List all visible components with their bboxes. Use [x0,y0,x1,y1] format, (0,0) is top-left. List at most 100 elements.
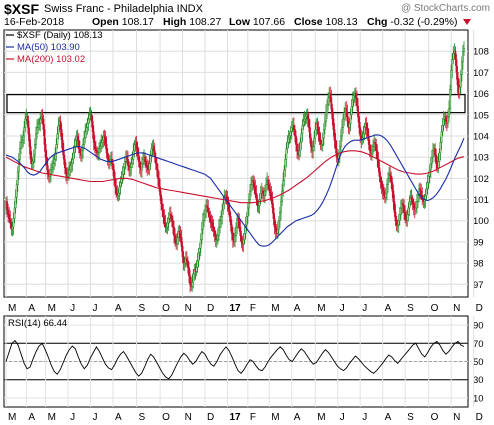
candle-body [350,105,353,116]
candle-body [132,150,135,160]
change-down-arrow-icon [463,19,471,25]
candle-body [198,247,201,253]
candle-body [303,118,306,122]
candle-body [307,118,310,128]
candle-body [208,211,211,217]
candle-body [68,169,71,175]
candle-body [122,167,125,175]
candle-body [14,197,17,209]
candle-body [429,163,432,171]
candle-body [133,144,136,152]
candle-body [221,209,224,217]
rsi-x-tick-label: M [8,412,16,423]
candle-body [341,127,343,137]
symbol-title: $XSF [4,1,40,17]
candle-body [280,201,282,213]
candle-body [264,190,266,196]
candle-body [248,199,250,209]
price-tick-label: 107 [473,68,489,79]
price-x-tick-label: 17 [230,303,242,314]
rsi-tick-label: 90 [473,321,484,332]
candle-body [390,175,393,183]
candle-body [93,142,96,149]
price-x-tick-label: N [185,303,192,314]
candle-body [13,207,16,219]
candle-body [114,178,117,188]
candle-body [61,139,64,152]
price-tick-label: 104 [473,131,489,142]
candle-body [7,209,10,215]
candle-body [28,133,31,147]
candle-body [196,260,199,268]
candle-body [231,233,234,241]
candle-body [254,186,257,194]
candle-body [163,216,166,224]
candle-body [282,180,285,192]
candle-body [8,214,11,219]
candle-body [323,120,326,130]
candle-body [165,226,168,229]
candle-body [86,122,89,128]
candle-body [309,127,311,139]
candle-body [399,207,402,215]
legend-entry: MA(50) 103.90 [17,42,80,53]
candle-body [42,118,45,130]
candle-body [154,156,157,164]
candle-body [35,133,37,145]
candle-body [419,188,422,192]
rsi-x-tick-label: N [185,412,192,423]
candle-body [402,203,404,207]
candle-body [10,222,13,230]
candle-body [141,163,143,171]
candle-body [427,175,430,183]
candle-body [92,131,95,143]
candle-body [376,150,379,160]
candle-body [384,192,387,198]
candle-body [298,150,301,156]
candle-body [222,203,225,211]
candle-body [403,205,405,213]
candle-body [119,182,122,188]
candle-body [352,95,355,101]
candle-body [148,163,151,171]
candle-body [135,142,138,149]
candle-body [301,125,304,135]
rsi-tick-label: 10 [473,393,484,404]
price-x-tick-label: M [317,303,325,314]
price-x-tick-label: M [48,303,56,314]
legend-entry: MA(200) 103.02 [17,54,85,65]
rsi-x-tick-label: M [317,412,325,423]
candle-body [257,205,260,208]
rsi-x-tick-label: J [93,412,98,423]
candle-body [456,72,459,86]
candle-body [239,226,242,236]
rsi-tick-label: 30 [473,375,484,386]
candle-body [67,173,69,177]
candle-body [288,135,291,139]
candle-body [55,144,58,154]
candle-body [289,131,292,137]
candle-body [87,118,90,124]
candle-body [176,237,179,245]
candle-body [197,252,200,262]
candle-body [290,127,293,133]
candle-body [155,163,158,171]
rsi-x-tick-label: M [48,412,56,423]
price-tick-label: 99 [473,237,484,248]
candle-body [235,226,237,236]
rsi-x-tick-label: D [207,412,214,423]
candle-body [362,133,365,139]
candle-body [395,220,398,226]
candle-body [286,142,289,149]
candle-body [19,148,21,160]
candle-body [136,148,139,156]
price-x-tick-label: J [70,303,75,314]
candle-body [57,125,60,135]
candle-body [101,139,104,143]
candle-body [103,135,106,139]
candle-body [332,118,335,130]
candle-body [41,116,44,120]
candle-body [327,97,329,105]
stockcharts-watermark: @ StockCharts.com [400,3,490,14]
candle-body [442,118,445,126]
